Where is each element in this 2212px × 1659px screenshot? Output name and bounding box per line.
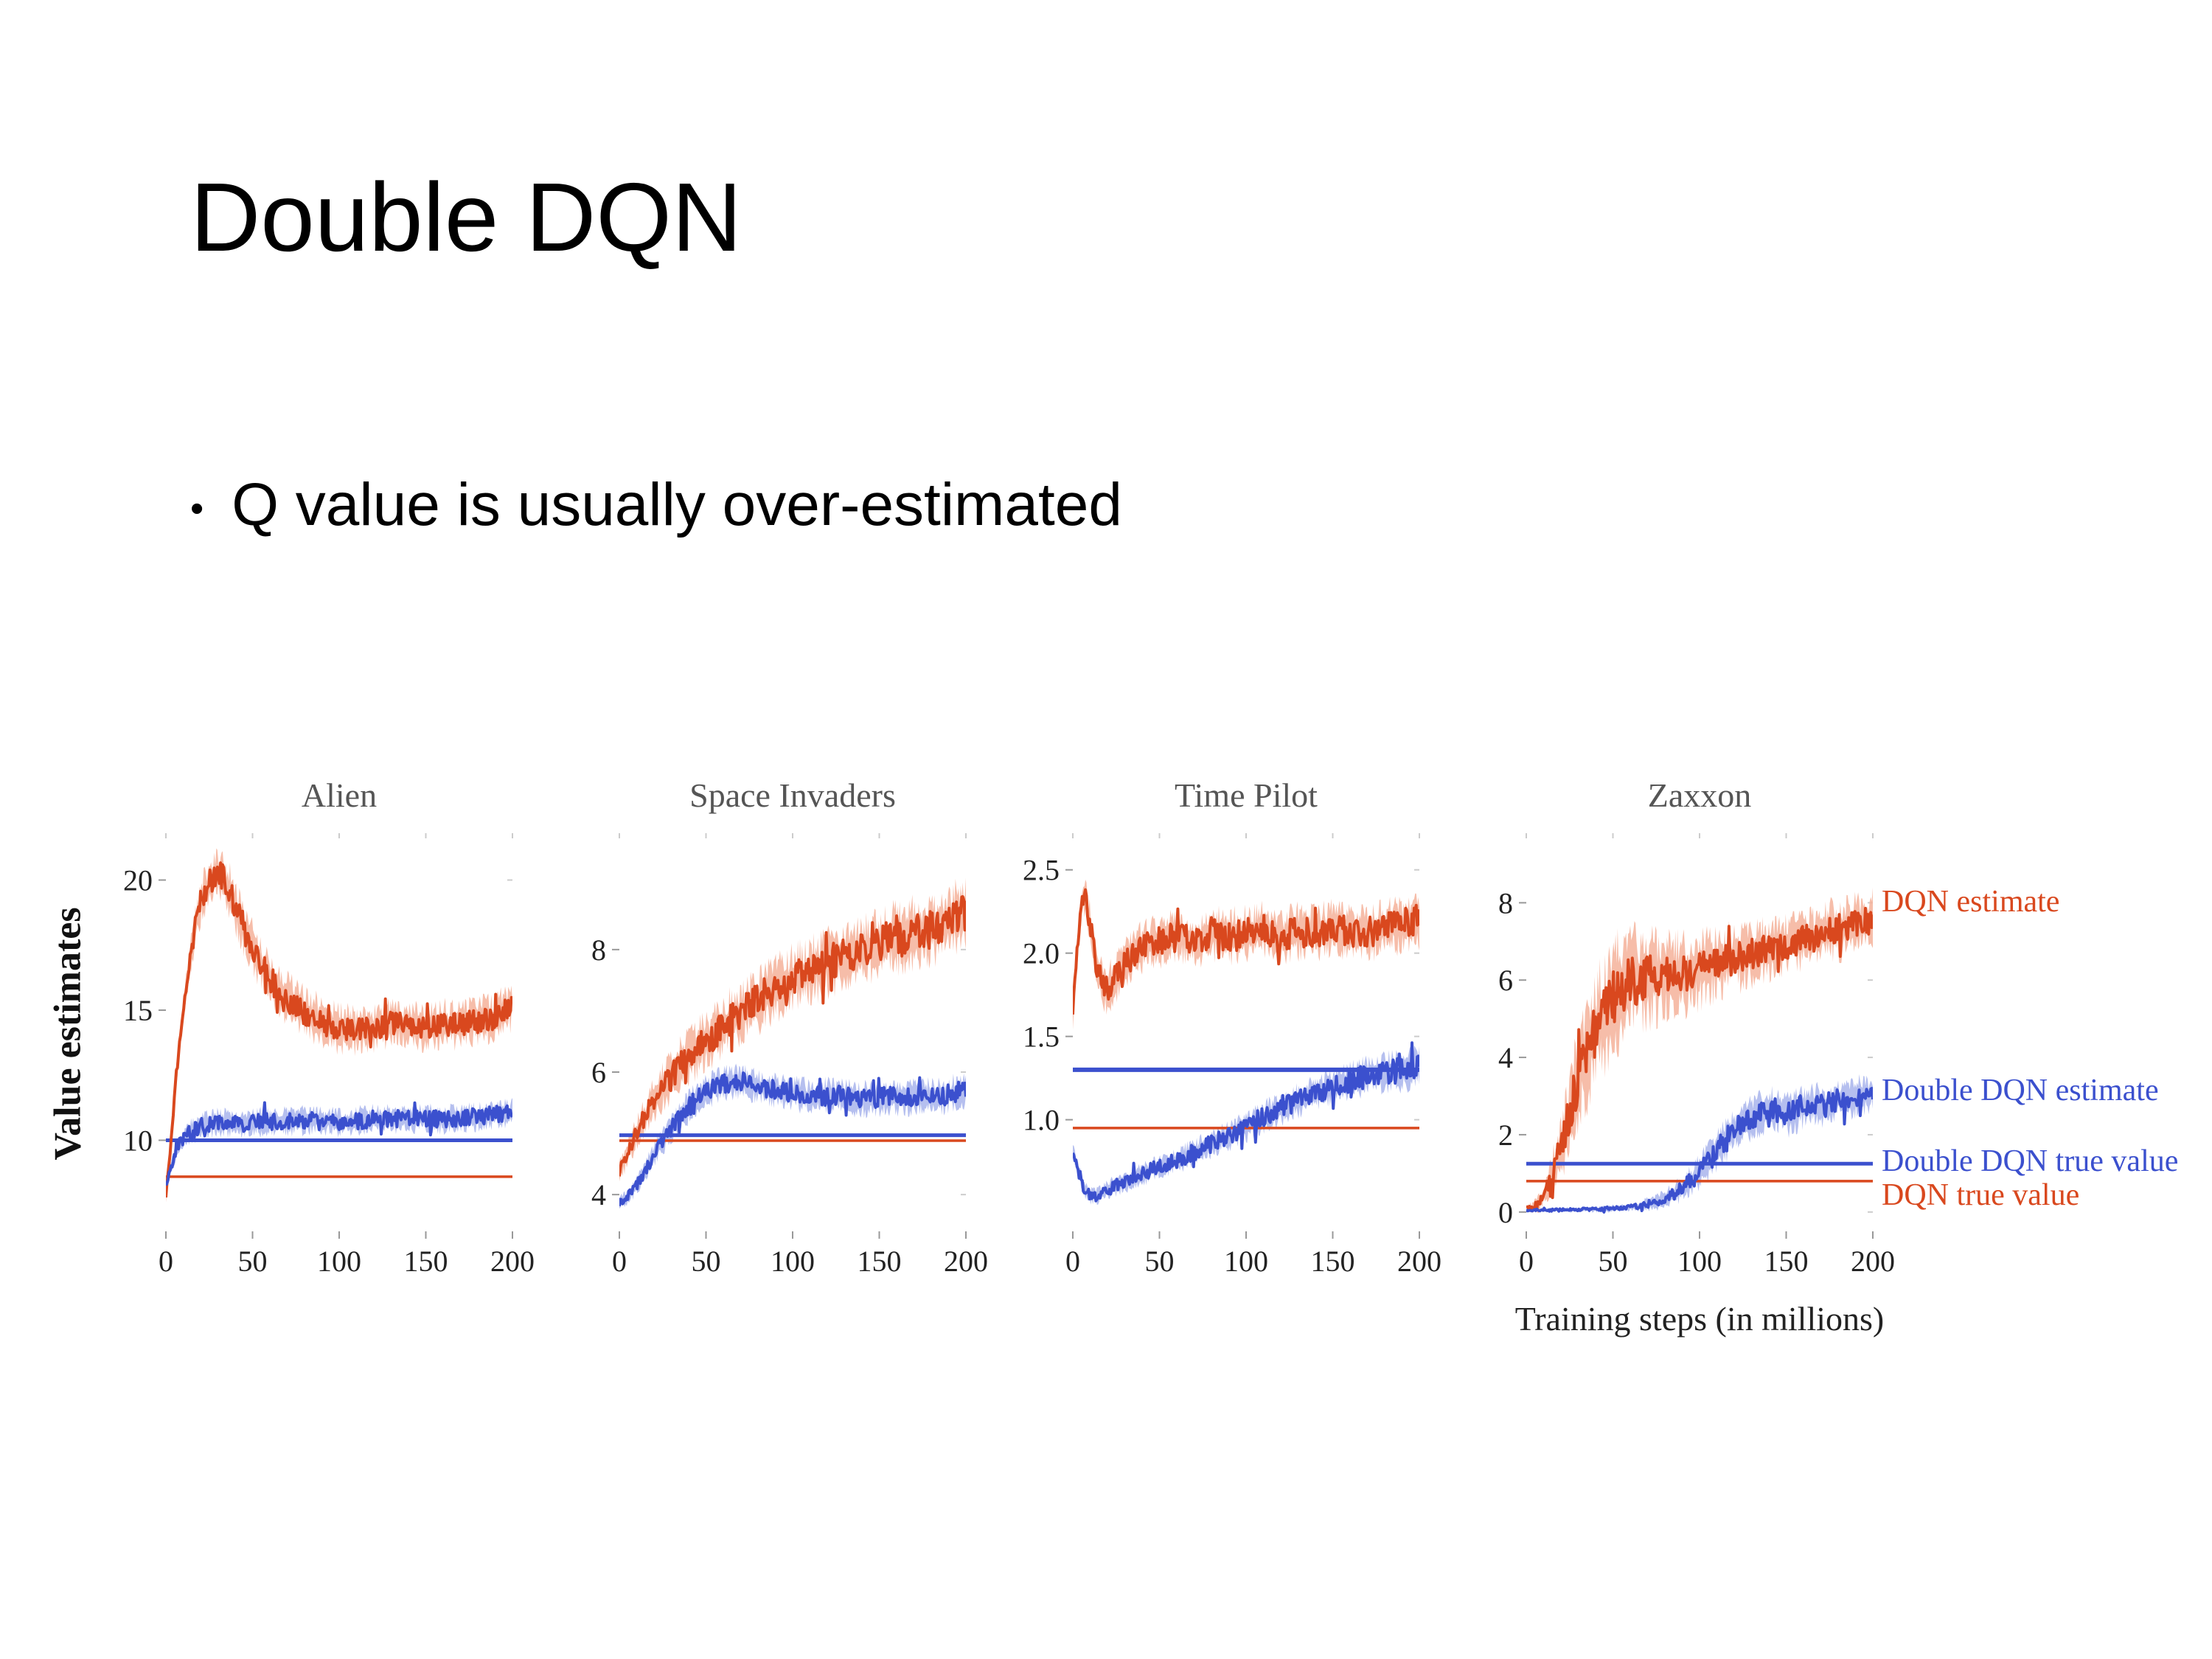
svg-text:50: 50 — [1599, 1245, 1628, 1278]
annotation-double-dqn-estimate: Double DQN estimate — [1882, 1074, 2159, 1107]
chart-svg: Zaxxon 0 50 100 150 200 0 2 4 6 8 — [1498, 776, 1895, 1278]
svg-text:200: 200 — [1851, 1245, 1895, 1278]
svg-text:100: 100 — [771, 1245, 815, 1278]
svg-text:15: 15 — [123, 994, 153, 1027]
svg-text:6: 6 — [1498, 964, 1513, 997]
svg-text:50: 50 — [1145, 1245, 1175, 1278]
svg-text:6: 6 — [591, 1056, 606, 1089]
svg-text:Zaxxon: Zaxxon — [1648, 776, 1752, 814]
annotation-dqn-true-value: DQN true value — [1882, 1178, 2080, 1212]
chart-svg: Space Invaders 0 50 100 150 200 4 6 8 — [591, 776, 988, 1278]
bullet-item: • Q value is usually over-estimated — [190, 470, 1122, 540]
chart-svg: Time Pilot 0 50 100 150 200 1.0 1.5 2.0 2.5 — [1023, 776, 1441, 1278]
x-axis-label: Training steps (in millions) — [1514, 1300, 1885, 1338]
chart-svg: Alien 0 50 100 150 200 10 15 20 — [123, 776, 535, 1278]
svg-text:10: 10 — [123, 1124, 153, 1157]
svg-text:200: 200 — [1397, 1245, 1441, 1278]
annotation-double-dqn-true-value: Double DQN true value — [1882, 1144, 2179, 1178]
svg-text:Alien: Alien — [302, 776, 377, 814]
svg-text:200: 200 — [944, 1245, 988, 1278]
svg-text:8: 8 — [591, 933, 606, 967]
svg-text:0: 0 — [612, 1245, 627, 1278]
annotation-dqn-estimate: DQN estimate — [1882, 885, 2060, 919]
svg-text:0: 0 — [1519, 1245, 1534, 1278]
bullet-text: Q value is usually over-estimated — [232, 471, 1122, 538]
svg-text:2.5: 2.5 — [1023, 854, 1060, 887]
subplot-time-pilot: Time Pilot 0 50 100 150 200 1.0 1.5 2.0 2.5 — [984, 774, 1456, 1305]
page-title: Double DQN — [190, 163, 742, 271]
svg-text:100: 100 — [1224, 1245, 1268, 1278]
svg-text:Time Pilot: Time Pilot — [1175, 776, 1318, 814]
svg-text:4: 4 — [591, 1178, 606, 1211]
svg-text:150: 150 — [1311, 1245, 1355, 1278]
svg-text:100: 100 — [317, 1245, 361, 1278]
svg-text:8: 8 — [1498, 886, 1513, 919]
svg-text:50: 50 — [692, 1245, 721, 1278]
svg-text:1.5: 1.5 — [1023, 1020, 1060, 1054]
subplot-alien: Alien 0 50 100 150 200 10 15 20 — [77, 774, 549, 1305]
svg-text:Space Invaders: Space Invaders — [689, 776, 896, 814]
svg-text:150: 150 — [858, 1245, 902, 1278]
subplot-zaxxon: Zaxxon 0 50 100 150 200 0 2 4 6 8 — [1438, 774, 1910, 1305]
svg-text:20: 20 — [123, 864, 153, 897]
svg-text:150: 150 — [1764, 1245, 1809, 1278]
svg-text:150: 150 — [404, 1245, 448, 1278]
svg-text:100: 100 — [1677, 1245, 1722, 1278]
svg-text:50: 50 — [238, 1245, 268, 1278]
subplot-space-invaders: Space Invaders 0 50 100 150 200 4 6 8 — [531, 774, 1003, 1305]
svg-text:0: 0 — [1498, 1196, 1513, 1229]
svg-text:200: 200 — [490, 1245, 535, 1278]
svg-text:2.0: 2.0 — [1023, 937, 1060, 970]
svg-text:2: 2 — [1498, 1119, 1513, 1152]
svg-text:0: 0 — [159, 1245, 173, 1278]
svg-text:1.0: 1.0 — [1023, 1104, 1060, 1137]
bullet-marker: • — [190, 487, 204, 530]
svg-text:4: 4 — [1498, 1041, 1513, 1074]
svg-text:0: 0 — [1065, 1245, 1080, 1278]
